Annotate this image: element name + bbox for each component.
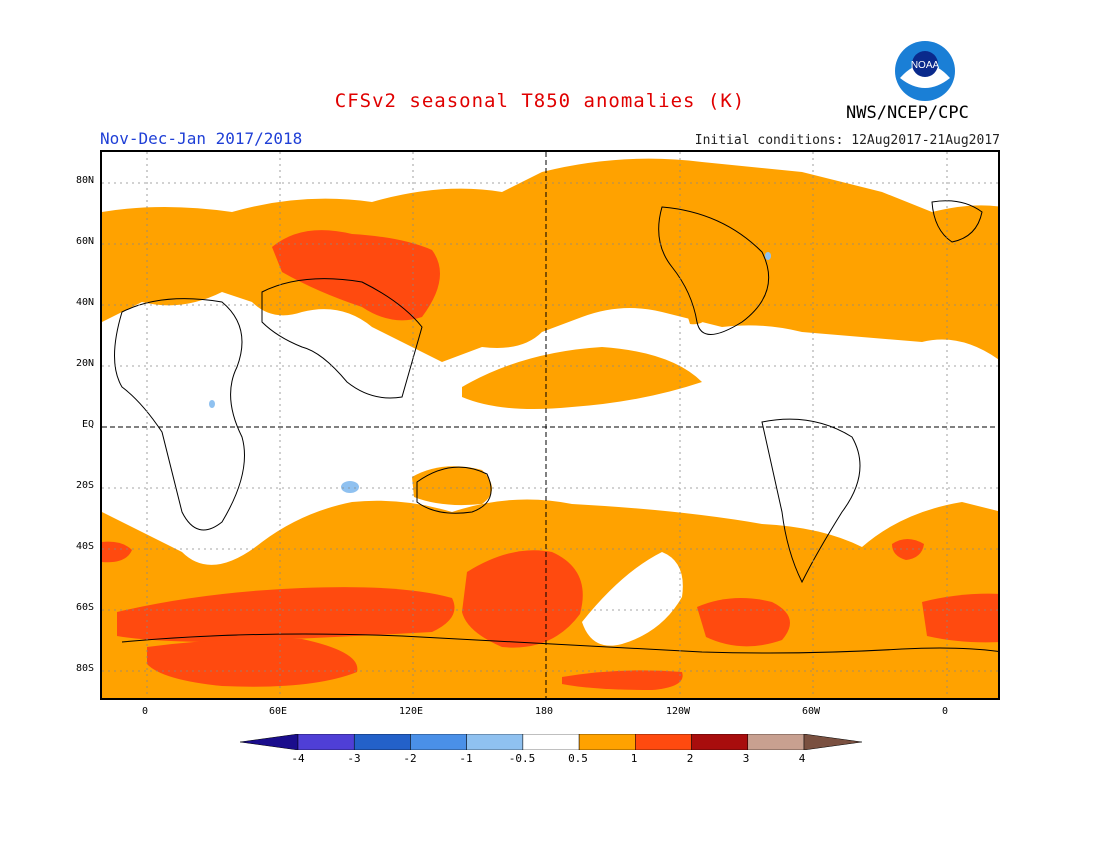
- initial-conditions: Initial conditions: 12Aug2017-21Aug2017: [694, 133, 1000, 148]
- lat-lon-grid: [102, 152, 998, 698]
- coastlines: [114, 200, 998, 654]
- lon-label: 0: [941, 706, 949, 717]
- lon-label: 60W: [801, 706, 821, 717]
- colorbar-swatch: [747, 733, 805, 751]
- colorbar-swatch: [691, 733, 749, 751]
- colorbar-label: 1: [630, 752, 638, 765]
- anomaly-red-regions: [102, 230, 998, 690]
- agency-label: NWS/NCEP/CPC: [846, 103, 969, 123]
- lat-label: 80N: [75, 175, 94, 186]
- lon-label: 60E: [268, 706, 288, 717]
- colorbar-swatch: [635, 733, 692, 751]
- colorbar-swatch: [803, 733, 863, 751]
- colorbar-swatch: [297, 733, 355, 751]
- equator-dateline: [102, 152, 998, 698]
- lon-label: 180: [534, 706, 554, 717]
- colorbar-swatch: [466, 733, 524, 751]
- colorbar-label: -4: [291, 752, 305, 765]
- colorbar: [239, 733, 863, 751]
- lon-label: 120E: [398, 706, 424, 717]
- map-title: CFSv2 seasonal T850 anomalies (K): [334, 90, 746, 112]
- colorbar-label: -3: [347, 752, 361, 765]
- noaa-logo: NOAA: [894, 40, 956, 102]
- anomaly-blue-spots: [209, 252, 771, 493]
- colorbar-label: 4: [798, 752, 806, 765]
- noaa-logo-icon: NOAA: [895, 41, 955, 101]
- colorbar-label: -1: [459, 752, 473, 765]
- colorbar-label: 3: [742, 752, 750, 765]
- colorbar-label: -0.5: [508, 752, 536, 765]
- colorbar-swatch: [353, 733, 411, 751]
- lat-label: EQ: [81, 419, 94, 430]
- colorbar-swatches: [239, 733, 863, 751]
- lon-label: 120W: [665, 706, 691, 717]
- noaa-logo-text: NOAA: [911, 60, 940, 71]
- lat-label: 20S: [75, 480, 94, 491]
- lat-label: 60N: [75, 236, 94, 247]
- lat-label: 80S: [75, 663, 94, 674]
- colorbar-swatch: [522, 733, 580, 751]
- lon-label: 0: [141, 706, 149, 717]
- lat-label: 40S: [75, 541, 94, 552]
- colorbar-label: 0.5: [568, 752, 588, 765]
- anomaly-map: [100, 150, 1000, 700]
- lat-label: 20N: [75, 358, 94, 369]
- colorbar-swatch: [239, 733, 299, 751]
- colorbar-swatch: [578, 733, 636, 751]
- colorbar-swatch: [410, 733, 467, 751]
- forecast-period: Nov-Dec-Jan 2017/2018: [100, 129, 303, 148]
- colorbar-label: -2: [403, 752, 417, 765]
- neutral-region-south-pacific: [582, 552, 683, 646]
- colorbar-label: 2: [686, 752, 694, 765]
- lat-label: 40N: [75, 297, 94, 308]
- lat-label: 60S: [75, 602, 94, 613]
- anomaly-map-canvas: [102, 152, 998, 698]
